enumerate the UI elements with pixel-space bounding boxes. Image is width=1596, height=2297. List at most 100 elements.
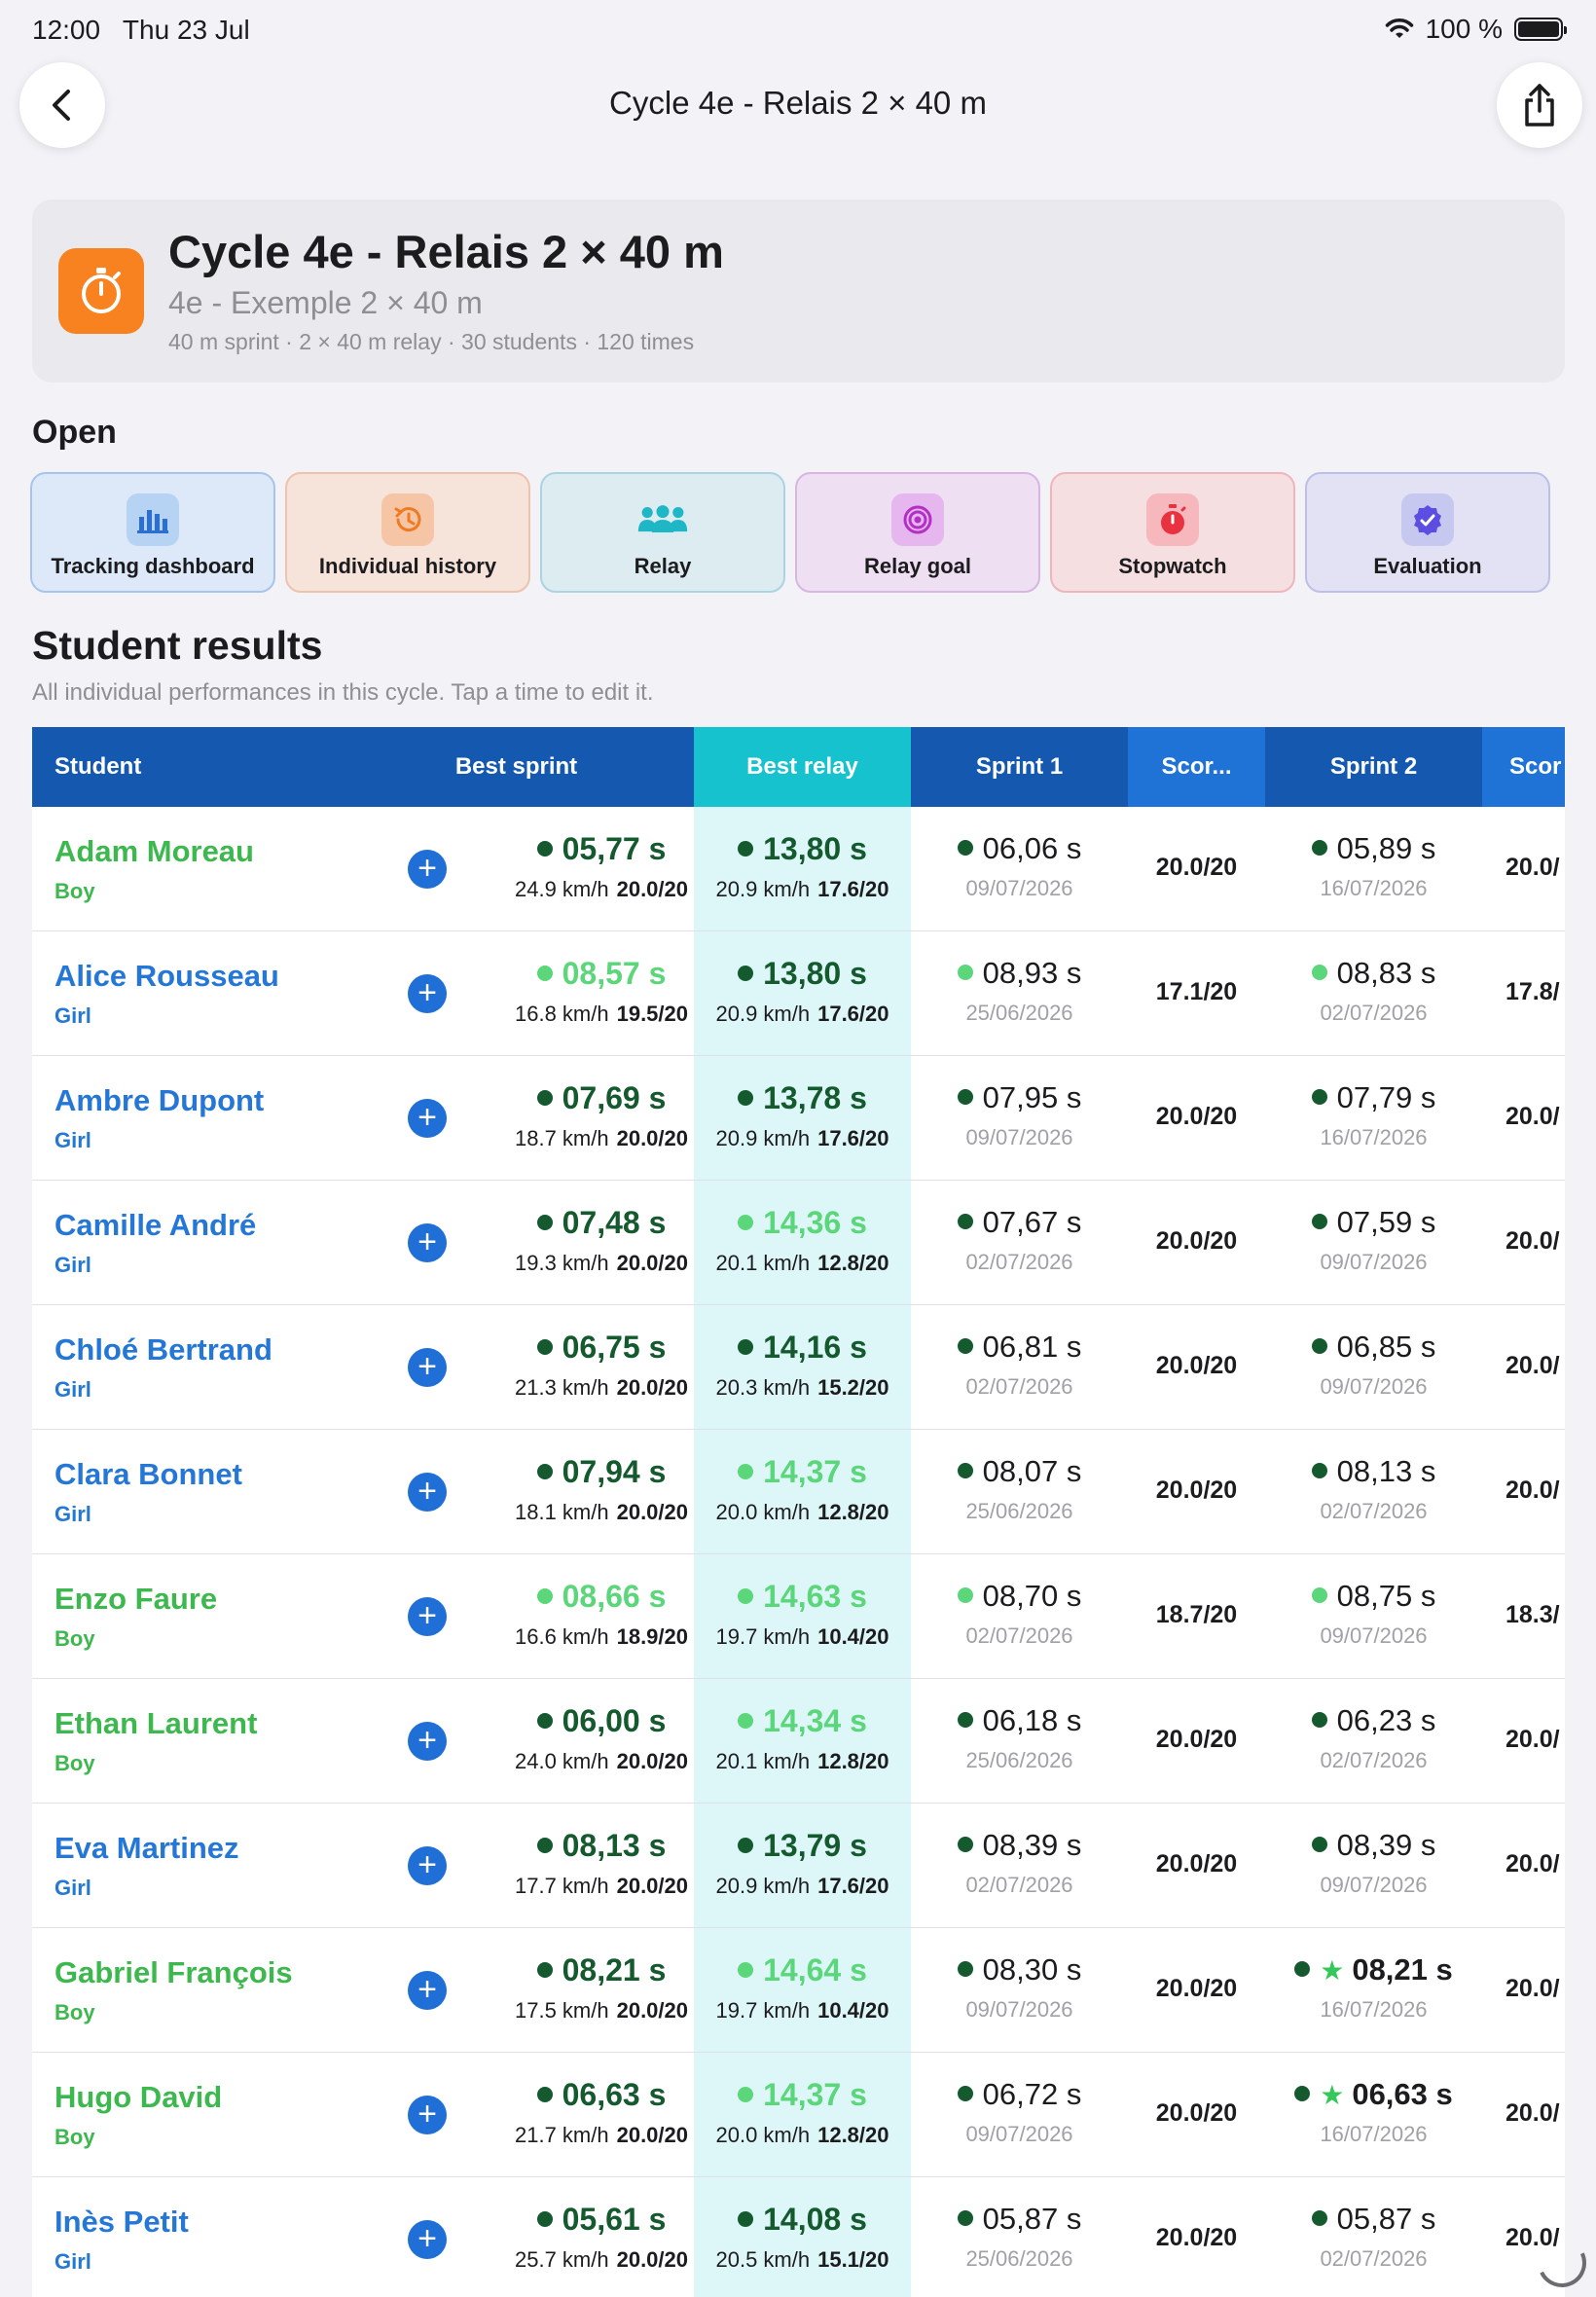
sprint-2-time[interactable]: 08,13 s [1336, 1454, 1436, 1488]
student-name[interactable]: Ethan Laurent [54, 1706, 258, 1740]
table-row[interactable]: Adam Moreau Boy + 05,77 s 24.9 km/h 20.0/… [32, 807, 1565, 931]
sprint-1-cell[interactable]: 08,07 s 25/06/2026 [911, 1454, 1128, 1524]
sprint-2-cell[interactable]: ★ 06,63 s 16/07/2026 [1265, 2077, 1482, 2147]
student-name[interactable]: Gabriel François [54, 1955, 293, 1989]
sprint-1-cell[interactable]: 06,72 s 09/07/2026 [911, 2077, 1128, 2147]
sprint-2-cell[interactable]: 05,89 s 16/07/2026 [1265, 831, 1482, 901]
add-time-button[interactable]: + [408, 1597, 447, 1636]
sprint-1-time[interactable]: 08,70 s [982, 1579, 1082, 1613]
student-name[interactable]: Adam Moreau [54, 834, 254, 868]
sprint-1-time[interactable]: 06,06 s [982, 831, 1082, 865]
sprint-2-cell[interactable]: 06,85 s 09/07/2026 [1265, 1330, 1482, 1400]
best-sprint-cell[interactable]: 07,94 s 18.1 km/h 20.0/20 [480, 1454, 723, 1525]
student-name[interactable]: Enzo Faure [54, 1582, 218, 1616]
col-sprint-2[interactable]: Sprint 2 [1329, 753, 1418, 780]
best-relay-cell[interactable]: 14,16 s 20.3 km/h 15.2/20 [694, 1330, 911, 1401]
table-row[interactable]: Ambre Dupont Girl + 07,69 s 18.7 km/h 20.… [32, 1056, 1565, 1181]
col-student[interactable]: Student [54, 753, 142, 780]
student-name[interactable]: Ambre Dupont [54, 1083, 265, 1117]
sprint-2-cell[interactable]: 07,59 s 09/07/2026 [1265, 1205, 1482, 1275]
table-row[interactable]: Camille André Girl + 07,48 s 19.3 km/h 20… [32, 1181, 1565, 1305]
table-row[interactable]: Enzo Faure Boy + 08,66 s 16.6 km/h 18.9/2… [32, 1554, 1565, 1679]
sprint-1-time[interactable]: 06,18 s [982, 1703, 1082, 1737]
sprint-2-cell[interactable]: ★ 08,21 s 16/07/2026 [1265, 1952, 1482, 2023]
col-score-2[interactable]: Scor [1482, 727, 1565, 807]
student-name[interactable]: Alice Rousseau [54, 959, 279, 993]
best-relay-cell[interactable]: 14,08 s 20.5 km/h 15.1/20 [694, 2202, 911, 2273]
student-name[interactable]: Hugo David [54, 2080, 223, 2114]
best-relay-cell[interactable]: 13,80 s 20.9 km/h 17.6/20 [694, 956, 911, 1027]
best-relay-cell[interactable]: 14,64 s 19.7 km/h 10.4/20 [694, 1952, 911, 2024]
back-button[interactable] [19, 62, 105, 148]
table-row[interactable]: Gabriel François Boy + 08,21 s 17.5 km/h… [32, 1928, 1565, 2053]
student-name[interactable]: Inès Petit [54, 2205, 189, 2239]
relay-goal-button[interactable]: Relay goal [795, 472, 1040, 593]
add-time-button[interactable]: + [408, 1722, 447, 1761]
sprint-1-cell[interactable]: 08,70 s 02/07/2026 [911, 1579, 1128, 1649]
col-best-relay[interactable]: Best relay [694, 727, 911, 807]
tracking-dashboard-button[interactable]: Tracking dashboard [30, 472, 275, 593]
best-sprint-cell[interactable]: 08,21 s 17.5 km/h 20.0/20 [480, 1952, 723, 2024]
best-sprint-cell[interactable]: 07,69 s 18.7 km/h 20.0/20 [480, 1080, 723, 1151]
best-sprint-cell[interactable]: 06,75 s 21.3 km/h 20.0/20 [480, 1330, 723, 1401]
best-relay-cell[interactable]: 14,37 s 20.0 km/h 12.8/20 [694, 2077, 911, 2148]
table-row[interactable]: Ethan Laurent Boy + 06,00 s 24.0 km/h 20.… [32, 1679, 1565, 1804]
add-time-button[interactable]: + [408, 1971, 447, 2010]
individual-history-button[interactable]: Individual history [285, 472, 530, 593]
col-score-1[interactable]: Scor... [1128, 727, 1265, 807]
sprint-1-cell[interactable]: 08,39 s 02/07/2026 [911, 1828, 1128, 1898]
table-row[interactable]: Clara Bonnet Girl + 07,94 s 18.1 km/h 20.… [32, 1430, 1565, 1554]
sprint-1-cell[interactable]: 06,18 s 25/06/2026 [911, 1703, 1128, 1773]
stopwatch-button[interactable]: Stopwatch [1050, 472, 1295, 593]
add-time-button[interactable]: + [408, 1348, 447, 1387]
sprint-1-cell[interactable]: 08,30 s 09/07/2026 [911, 1952, 1128, 2023]
best-sprint-cell[interactable]: 08,13 s 17.7 km/h 20.0/20 [480, 1828, 723, 1899]
add-time-button[interactable]: + [408, 850, 447, 889]
student-name[interactable]: Camille André [54, 1208, 257, 1242]
sprint-1-time[interactable]: 06,72 s [982, 2077, 1082, 2111]
sprint-1-cell[interactable]: 07,95 s 09/07/2026 [911, 1080, 1128, 1150]
sprint-2-cell[interactable]: 07,79 s 16/07/2026 [1265, 1080, 1482, 1150]
best-relay-cell[interactable]: 14,63 s 19.7 km/h 10.4/20 [694, 1579, 911, 1650]
sprint-1-time[interactable]: 07,95 s [982, 1080, 1082, 1114]
student-name[interactable]: Chloé Bertrand [54, 1332, 272, 1367]
best-sprint-cell[interactable]: 06,00 s 24.0 km/h 20.0/20 [480, 1703, 723, 1774]
sprint-2-time[interactable]: 06,85 s [1336, 1330, 1436, 1364]
sprint-2-time[interactable]: 05,89 s [1336, 831, 1436, 865]
share-button[interactable] [1497, 62, 1582, 148]
add-time-button[interactable]: + [408, 1846, 447, 1885]
sprint-1-time[interactable]: 08,39 s [982, 1828, 1082, 1862]
sprint-2-cell[interactable]: 06,23 s 02/07/2026 [1265, 1703, 1482, 1773]
best-relay-cell[interactable]: 13,80 s 20.9 km/h 17.6/20 [694, 831, 911, 902]
evaluation-button[interactable]: Evaluation [1305, 472, 1550, 593]
sprint-2-time[interactable]: 08,39 s [1336, 1828, 1436, 1862]
best-relay-cell[interactable]: 13,79 s 20.9 km/h 17.6/20 [694, 1828, 911, 1899]
add-time-button[interactable]: + [408, 2096, 447, 2134]
add-time-button[interactable]: + [408, 1473, 447, 1512]
sprint-1-time[interactable]: 08,07 s [982, 1454, 1082, 1488]
sprint-1-cell[interactable]: 06,81 s 02/07/2026 [911, 1330, 1128, 1400]
sprint-2-time[interactable]: 08,75 s [1336, 1579, 1436, 1613]
table-row[interactable]: Alice Rousseau Girl + 08,57 s 16.8 km/h 1… [32, 931, 1565, 1056]
student-name[interactable]: Clara Bonnet [54, 1457, 242, 1491]
sprint-1-time[interactable]: 08,93 s [982, 956, 1082, 990]
sprint-1-time[interactable]: 08,30 s [982, 1952, 1082, 1987]
sprint-2-cell[interactable]: 05,87 s 02/07/2026 [1265, 2202, 1482, 2272]
add-time-button[interactable]: + [408, 974, 447, 1013]
best-sprint-cell[interactable]: 05,61 s 25.7 km/h 20.0/20 [480, 2202, 723, 2273]
add-time-button[interactable]: + [408, 2220, 447, 2259]
best-relay-cell[interactable]: 14,34 s 20.1 km/h 12.8/20 [694, 1703, 911, 1774]
sprint-2-cell[interactable]: 08,83 s 02/07/2026 [1265, 956, 1482, 1026]
results-table[interactable]: Student Best sprint Best relay Sprint 1 … [32, 727, 1565, 2297]
sprint-2-time[interactable]: 05,87 s [1336, 2202, 1436, 2236]
table-row[interactable]: Chloé Bertrand Girl + 06,75 s 21.3 km/h 2… [32, 1305, 1565, 1430]
sprint-1-time[interactable]: 06,81 s [982, 1330, 1082, 1364]
sprint-1-cell[interactable]: 05,87 s 25/06/2026 [911, 2202, 1128, 2272]
best-sprint-cell[interactable]: 05,77 s 24.9 km/h 20.0/20 [480, 831, 723, 902]
best-relay-cell[interactable]: 14,36 s 20.1 km/h 12.8/20 [694, 1205, 911, 1276]
best-relay-cell[interactable]: 13,78 s 20.9 km/h 17.6/20 [694, 1080, 911, 1151]
relay-button[interactable]: Relay [540, 472, 785, 593]
sprint-2-cell[interactable]: 08,13 s 02/07/2026 [1265, 1454, 1482, 1524]
sprint-1-cell[interactable]: 06,06 s 09/07/2026 [911, 831, 1128, 901]
sprint-1-cell[interactable]: 07,67 s 02/07/2026 [911, 1205, 1128, 1275]
